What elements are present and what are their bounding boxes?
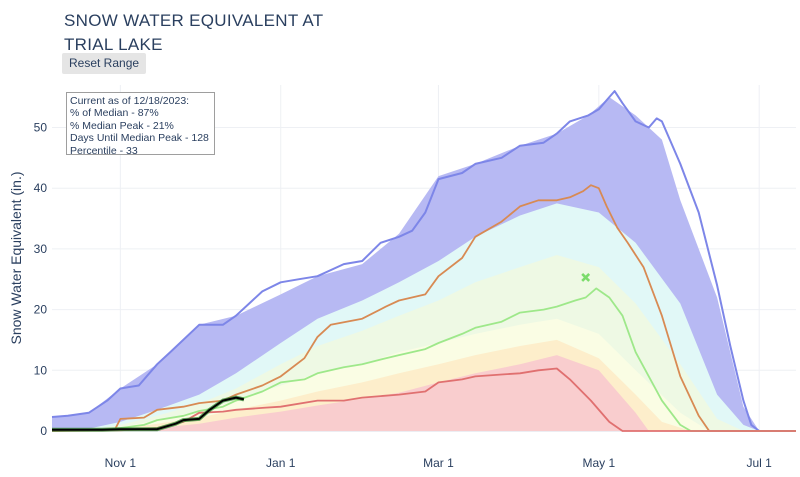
- series-current: [52, 396, 245, 431]
- y-tick-label: 50: [34, 120, 48, 134]
- bands-layer: [52, 97, 796, 431]
- current-status-box: Current as of 12/18/2023: % of Median - …: [66, 92, 215, 157]
- series-median_line: [51, 287, 796, 432]
- y-axis-title: Snow Water Equivalent (in.): [8, 172, 24, 345]
- x-tick-label: Mar 1: [423, 456, 454, 470]
- info-line-pct-median-peak: % Median Peak - 21%: [70, 119, 174, 132]
- lines-layer: [51, 90, 796, 432]
- chart-title-line-1: SNOW WATER EQUIVALENT AT: [64, 11, 324, 30]
- info-line-days-until-peak: Days Until Median Peak - 128: [70, 132, 209, 145]
- x-tick-label: May 1: [582, 456, 615, 470]
- series-orange_line: [51, 184, 796, 432]
- info-line-percentile: Percentile - 33: [70, 144, 138, 157]
- markers-layer: [581, 273, 591, 282]
- y-tick-label: 30: [34, 242, 48, 256]
- marker-stroke: [581, 273, 591, 282]
- chart-title: SNOW WATER EQUIVALENT AT TRIAL LAKE: [64, 9, 394, 57]
- reset-range-button[interactable]: Reset Range: [62, 53, 147, 74]
- median-peak-marker: [581, 273, 591, 282]
- chart-title-line-2: TRIAL LAKE: [64, 35, 163, 54]
- y-tick-label: 40: [34, 181, 48, 195]
- x-tick-label: Jul 1: [747, 456, 773, 470]
- series-red_line: [51, 367, 796, 432]
- info-line-current-date: Current as of 12/18/2023:: [70, 95, 190, 107]
- x-tick-label: Nov 1: [105, 456, 137, 470]
- y-tick-label: 20: [34, 303, 48, 317]
- band-p10: [52, 355, 796, 431]
- x-tick-label: Jan 1: [266, 456, 296, 470]
- y-tick-label: 10: [34, 363, 48, 377]
- series-max_line: [51, 90, 796, 432]
- y-tick-label: 0: [40, 424, 47, 438]
- info-line-pct-median: % of Median - 87%: [70, 107, 159, 120]
- axes-layer: 0 10 20 30 40 50 Nov 1 Jan 1 Mar 1 May 1 Jul 1 Snow…: [8, 120, 772, 470]
